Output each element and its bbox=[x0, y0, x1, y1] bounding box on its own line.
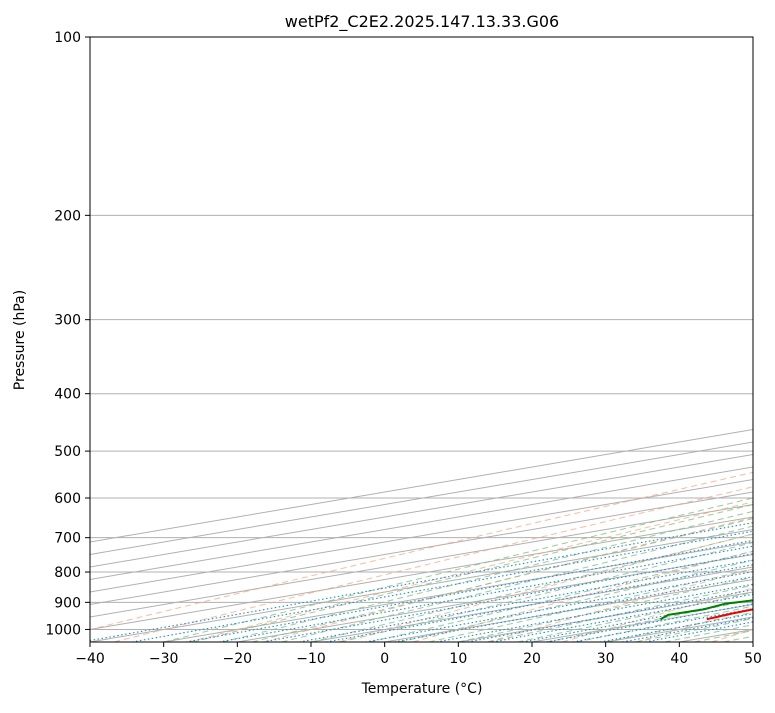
y-tick-label: 100 bbox=[54, 30, 81, 46]
x-tick-label: 0 bbox=[380, 651, 389, 667]
y-tick-label: 700 bbox=[54, 531, 81, 547]
x-tick-label: 20 bbox=[523, 651, 541, 667]
x-tick-label: −40 bbox=[75, 651, 105, 667]
x-tick-label: 10 bbox=[449, 651, 467, 667]
x-tick-label: −30 bbox=[149, 651, 179, 667]
y-tick-label: 1000 bbox=[45, 622, 81, 638]
y-tick-label: 900 bbox=[54, 595, 81, 611]
y-tick-label: 300 bbox=[54, 313, 81, 329]
y-tick-label: 500 bbox=[54, 444, 81, 460]
plot-area bbox=[90, 37, 753, 642]
y-axis-label: Pressure (hPa) bbox=[12, 290, 28, 390]
x-axis-label: Temperature (°C) bbox=[361, 681, 483, 697]
x-tick-label: −10 bbox=[296, 651, 326, 667]
chart-title: wetPf2_C2E2.2025.147.13.33.G06 bbox=[285, 12, 559, 32]
x-tick-label: 50 bbox=[744, 651, 762, 667]
y-tick-label: 200 bbox=[54, 208, 81, 224]
y-tick-label: 400 bbox=[54, 387, 81, 403]
x-tick-label: −20 bbox=[223, 651, 253, 667]
x-tick-label: 40 bbox=[670, 651, 688, 667]
x-tick-label: 30 bbox=[597, 651, 615, 667]
y-tick-label: 600 bbox=[54, 491, 81, 507]
isotherm-line bbox=[753, 37, 775, 642]
y-tick-label: 800 bbox=[54, 565, 81, 581]
